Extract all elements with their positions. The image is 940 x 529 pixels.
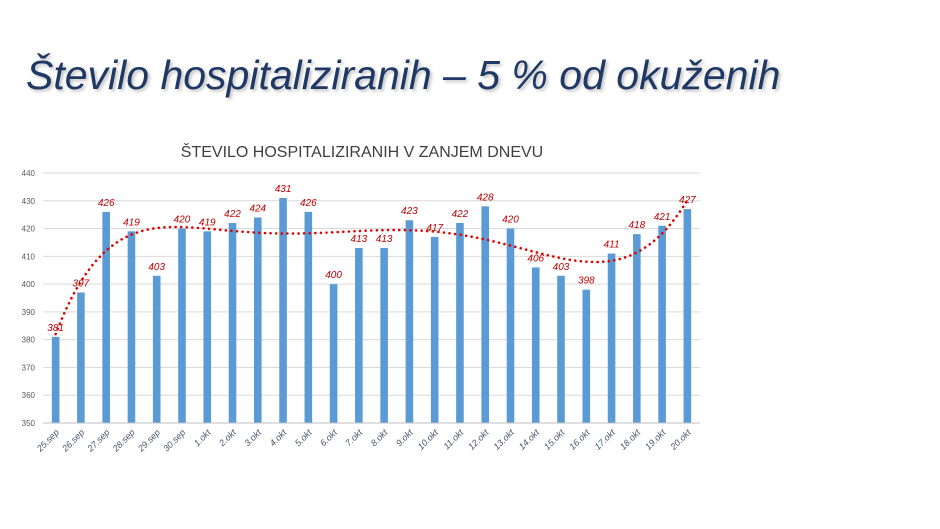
bar — [456, 223, 464, 423]
bar — [77, 292, 85, 423]
bar — [329, 284, 338, 423]
data-label: 422 — [452, 209, 469, 220]
data-label: 426 — [300, 198, 317, 209]
bar — [658, 225, 666, 423]
data-label: 428 — [477, 192, 494, 203]
bar — [178, 228, 186, 423]
x-tick-label: 11.okt — [441, 427, 465, 451]
x-tick-label: 17.okt — [593, 427, 618, 452]
bar — [582, 289, 591, 423]
x-tick-label: 18.okt — [618, 427, 643, 452]
x-tick-label: 12.okt — [466, 427, 491, 452]
data-label: 411 — [604, 240, 620, 251]
y-tick-label: 360 — [22, 391, 36, 400]
x-tick-label: 25.sep — [34, 427, 61, 454]
data-label: 419 — [199, 217, 216, 228]
data-label: 424 — [249, 203, 266, 214]
x-tick-label: 1.okt — [192, 427, 213, 448]
bar — [607, 253, 616, 423]
x-tick-label: 26.sep — [59, 427, 86, 454]
trendline — [54, 198, 689, 336]
x-tick-label: 13.okt — [491, 427, 516, 452]
y-tick-label: 370 — [22, 363, 36, 372]
bar — [152, 275, 161, 423]
bar — [203, 231, 212, 423]
bar — [481, 206, 490, 423]
data-label: 420 — [174, 215, 191, 226]
bar — [279, 198, 287, 423]
x-tick-label: 7.okt — [343, 427, 364, 448]
y-tick-label: 440 — [22, 169, 36, 178]
data-label: 420 — [502, 215, 519, 226]
data-label: 427 — [679, 195, 696, 206]
chart-title: ŠTEVILO HOSPITALIZIRANIH V ZANJEM DNEVU — [181, 142, 543, 161]
x-tick-label: 9.okt — [394, 427, 415, 448]
x-tick-label: 5.okt — [293, 427, 314, 448]
data-label: 418 — [628, 220, 645, 231]
x-tick-label: 19.okt — [643, 427, 668, 452]
data-label: 417 — [426, 223, 443, 234]
x-tick-label: 16.okt — [567, 427, 592, 452]
data-label: 423 — [401, 206, 418, 217]
y-tick-label: 400 — [22, 280, 36, 289]
data-label: 413 — [351, 234, 368, 245]
bar — [380, 248, 388, 423]
bar — [51, 336, 60, 423]
y-tick-label: 390 — [22, 308, 36, 317]
bar — [304, 211, 313, 423]
data-label: 419 — [123, 217, 140, 228]
x-tick-label: 20.okt — [668, 427, 693, 452]
bar — [102, 211, 110, 423]
x-tick-label: 8.okt — [369, 427, 390, 448]
data-label: 403 — [148, 262, 165, 273]
y-tick-label: 430 — [22, 197, 36, 206]
x-tick-label: 14.okt — [517, 427, 542, 452]
bar — [683, 209, 692, 423]
data-label: 431 — [275, 184, 292, 195]
y-tick-label: 380 — [22, 336, 36, 345]
bar — [430, 236, 439, 423]
x-tick-label: 2.okt — [216, 427, 238, 449]
x-tick-label: 29.sep — [135, 427, 162, 454]
x-tick-label: 4.okt — [268, 427, 289, 448]
data-label: 400 — [325, 270, 342, 281]
data-label: 398 — [578, 276, 595, 287]
bar — [127, 231, 136, 423]
bar — [355, 248, 363, 423]
x-tick-label: 15.okt — [542, 427, 567, 452]
data-label: 426 — [98, 198, 115, 209]
y-tick-label: 420 — [22, 225, 36, 234]
data-label: 406 — [527, 253, 544, 264]
bar — [557, 275, 565, 423]
bar — [253, 217, 262, 423]
x-tick-label: 10.okt — [416, 427, 441, 452]
bar — [506, 228, 515, 423]
x-tick-label: 30.sep — [161, 427, 187, 453]
x-tick-label: 6.okt — [318, 427, 339, 448]
data-label: 381 — [47, 323, 64, 334]
x-tick-label: 3.okt — [242, 427, 263, 448]
bar — [228, 223, 237, 423]
x-tick-label: 28.sep — [110, 427, 137, 454]
data-label: 413 — [376, 234, 393, 245]
bar — [531, 267, 540, 423]
data-label: 403 — [553, 262, 570, 273]
bar — [633, 234, 641, 423]
data-label: 422 — [224, 209, 241, 220]
y-tick-label: 350 — [22, 419, 36, 428]
data-label: 421 — [654, 212, 671, 223]
y-tick-label: 410 — [22, 252, 36, 261]
bar — [405, 220, 414, 423]
slide-title: Število hospitaliziranih – 5 % od okužen… — [26, 52, 781, 98]
x-tick-label: 27.sep — [85, 427, 112, 454]
data-label: 397 — [73, 278, 90, 289]
